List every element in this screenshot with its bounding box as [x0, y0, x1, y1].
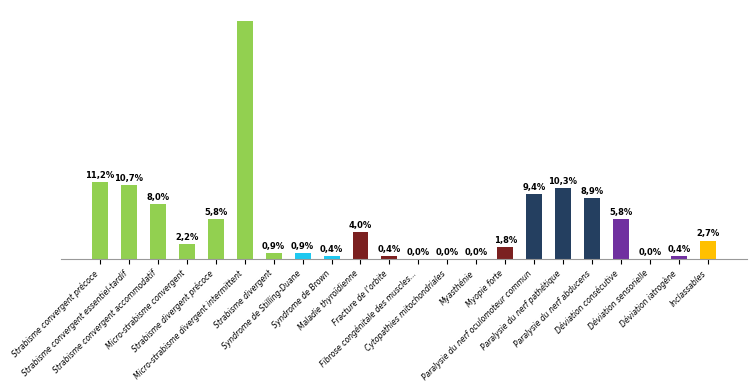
Bar [294, 253, 311, 259]
Text: 0,0%: 0,0% [436, 248, 459, 257]
Bar [526, 195, 542, 259]
Bar [92, 182, 108, 259]
Text: 5,8%: 5,8% [204, 208, 228, 217]
Text: 9,4%: 9,4% [523, 183, 546, 192]
Text: 0,4%: 0,4% [667, 245, 690, 254]
Text: 0,0%: 0,0% [465, 248, 488, 257]
Bar [584, 198, 600, 259]
Bar [352, 232, 369, 259]
Bar [555, 188, 571, 259]
Bar [179, 244, 195, 259]
Text: 0,0%: 0,0% [638, 248, 662, 257]
Text: 8,9%: 8,9% [581, 187, 604, 196]
Text: 11,2%: 11,2% [86, 171, 115, 180]
Text: 5,8%: 5,8% [609, 208, 632, 217]
Text: 0,4%: 0,4% [320, 245, 343, 254]
Bar [382, 256, 397, 259]
Bar [497, 247, 513, 259]
Text: 2,2%: 2,2% [175, 233, 198, 242]
Text: 10,3%: 10,3% [548, 177, 578, 186]
Bar [671, 256, 686, 259]
Bar [266, 253, 282, 259]
Text: 4,0%: 4,0% [349, 220, 372, 230]
Bar [237, 21, 252, 259]
Text: 0,9%: 0,9% [262, 242, 285, 251]
Text: 2,7%: 2,7% [696, 229, 719, 239]
Text: 10,7%: 10,7% [114, 174, 143, 183]
Text: 0,9%: 0,9% [291, 242, 314, 251]
Bar [208, 219, 224, 259]
Bar [121, 185, 137, 259]
Text: 0,0%: 0,0% [407, 248, 430, 257]
Bar [324, 256, 339, 259]
Bar [613, 219, 629, 259]
Bar [150, 204, 166, 259]
Text: 0,4%: 0,4% [378, 245, 401, 254]
Bar [700, 240, 716, 259]
Text: 8,0%: 8,0% [146, 193, 170, 202]
Text: 1,8%: 1,8% [493, 236, 517, 245]
